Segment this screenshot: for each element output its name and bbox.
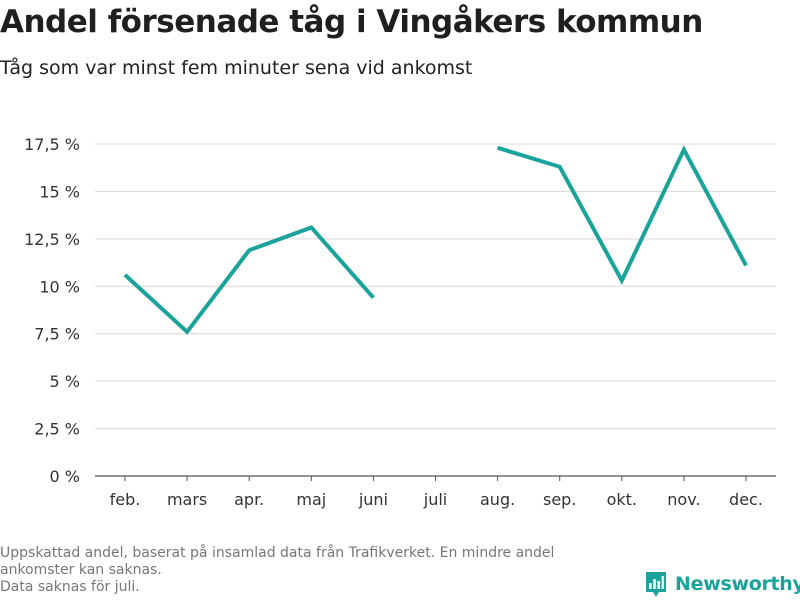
series-line [497,145,748,285]
y-tick-label: 17,5 % [24,135,80,154]
bar-chart-logo-icon [646,572,666,597]
series-lines [123,145,748,335]
x-tick-label: sep. [543,490,576,509]
footnote-source: Uppskattad andel, baserat på insamlad da… [0,545,555,578]
series-line [123,225,375,335]
y-tick-label: 7,5 % [34,325,80,344]
footnote: Uppskattad andel, baserat på insamlad da… [0,545,630,596]
newsworthy-logo: Newsworthy [644,570,800,598]
x-tick-label: juli [423,490,447,509]
x-tick-label: nov. [667,490,700,509]
x-tick-label: mars [167,490,207,509]
x-tick-label: feb. [110,490,141,509]
y-tick-label: 15 % [39,182,80,201]
y-tick-label: 2,5 % [34,420,80,439]
x-tick-label: maj [296,490,326,509]
x-tick-label: apr. [234,490,264,509]
chart-title: Andel försenade tåg i Vingåkers kommun [0,4,703,40]
x-tick-label: dec. [729,490,763,509]
brand-name: Newsworthy [675,573,800,595]
gridlines [95,143,776,477]
x-axis-tick-labels: feb. mars apr. maj juni juli aug. sep. okt. nov. d… [110,476,763,509]
y-tick-label: 0 % [50,467,80,486]
y-tick-label: 12,5 % [24,230,80,249]
footnote-missing-data: Data saknas för juli. [0,579,140,595]
y-tick-label: 10 % [39,277,80,296]
y-tick-label: 5 % [50,372,80,391]
x-tick-label: okt. [607,490,637,509]
x-tick-label: aug. [480,490,515,509]
y-axis-tick-labels: 0 % 2,5 % 5 % 7,5 % 10 % 12,5 % 15 % 17,5 % [24,135,80,486]
x-tick-label: juni [358,490,388,509]
chart-subtitle: Tåg som var minst fem minuter sena vid a… [0,57,473,79]
